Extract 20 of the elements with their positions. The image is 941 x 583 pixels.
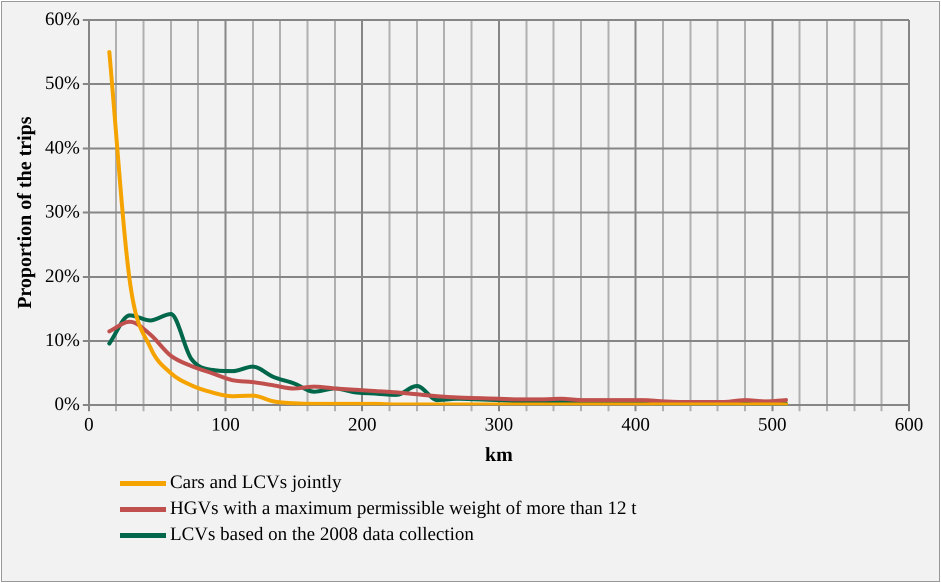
y-tick-label: 0% bbox=[54, 394, 80, 416]
legend-label: Cars and LCVs jointly bbox=[170, 472, 342, 494]
y-axis-title: Proportion of the trips bbox=[14, 116, 36, 309]
y-tick-label: 30% bbox=[45, 202, 80, 223]
x-tick-label: 300 bbox=[484, 414, 514, 436]
x-tick-label: 0 bbox=[84, 414, 94, 436]
legend-label: HGVs with a maximum permissible weight of more than 12 t bbox=[170, 498, 636, 520]
y-tick-label: 50% bbox=[45, 73, 80, 94]
y-tick-label: 60% bbox=[45, 8, 80, 30]
x-tick-label: 500 bbox=[758, 414, 787, 436]
x-axis-title: km bbox=[485, 444, 514, 466]
y-tick-label: 40% bbox=[45, 137, 80, 158]
y-tick-label: 20% bbox=[45, 266, 80, 287]
y-tick-label: 10% bbox=[45, 330, 80, 351]
legend-label: LCVs based on the 2008 data collection bbox=[170, 524, 474, 546]
x-tick-label: 600 bbox=[894, 414, 924, 436]
x-tick-label: 100 bbox=[211, 414, 240, 436]
x-tick-label: 400 bbox=[621, 414, 650, 436]
x-tick-label: 200 bbox=[348, 414, 376, 436]
line-series bbox=[107, 50, 788, 406]
